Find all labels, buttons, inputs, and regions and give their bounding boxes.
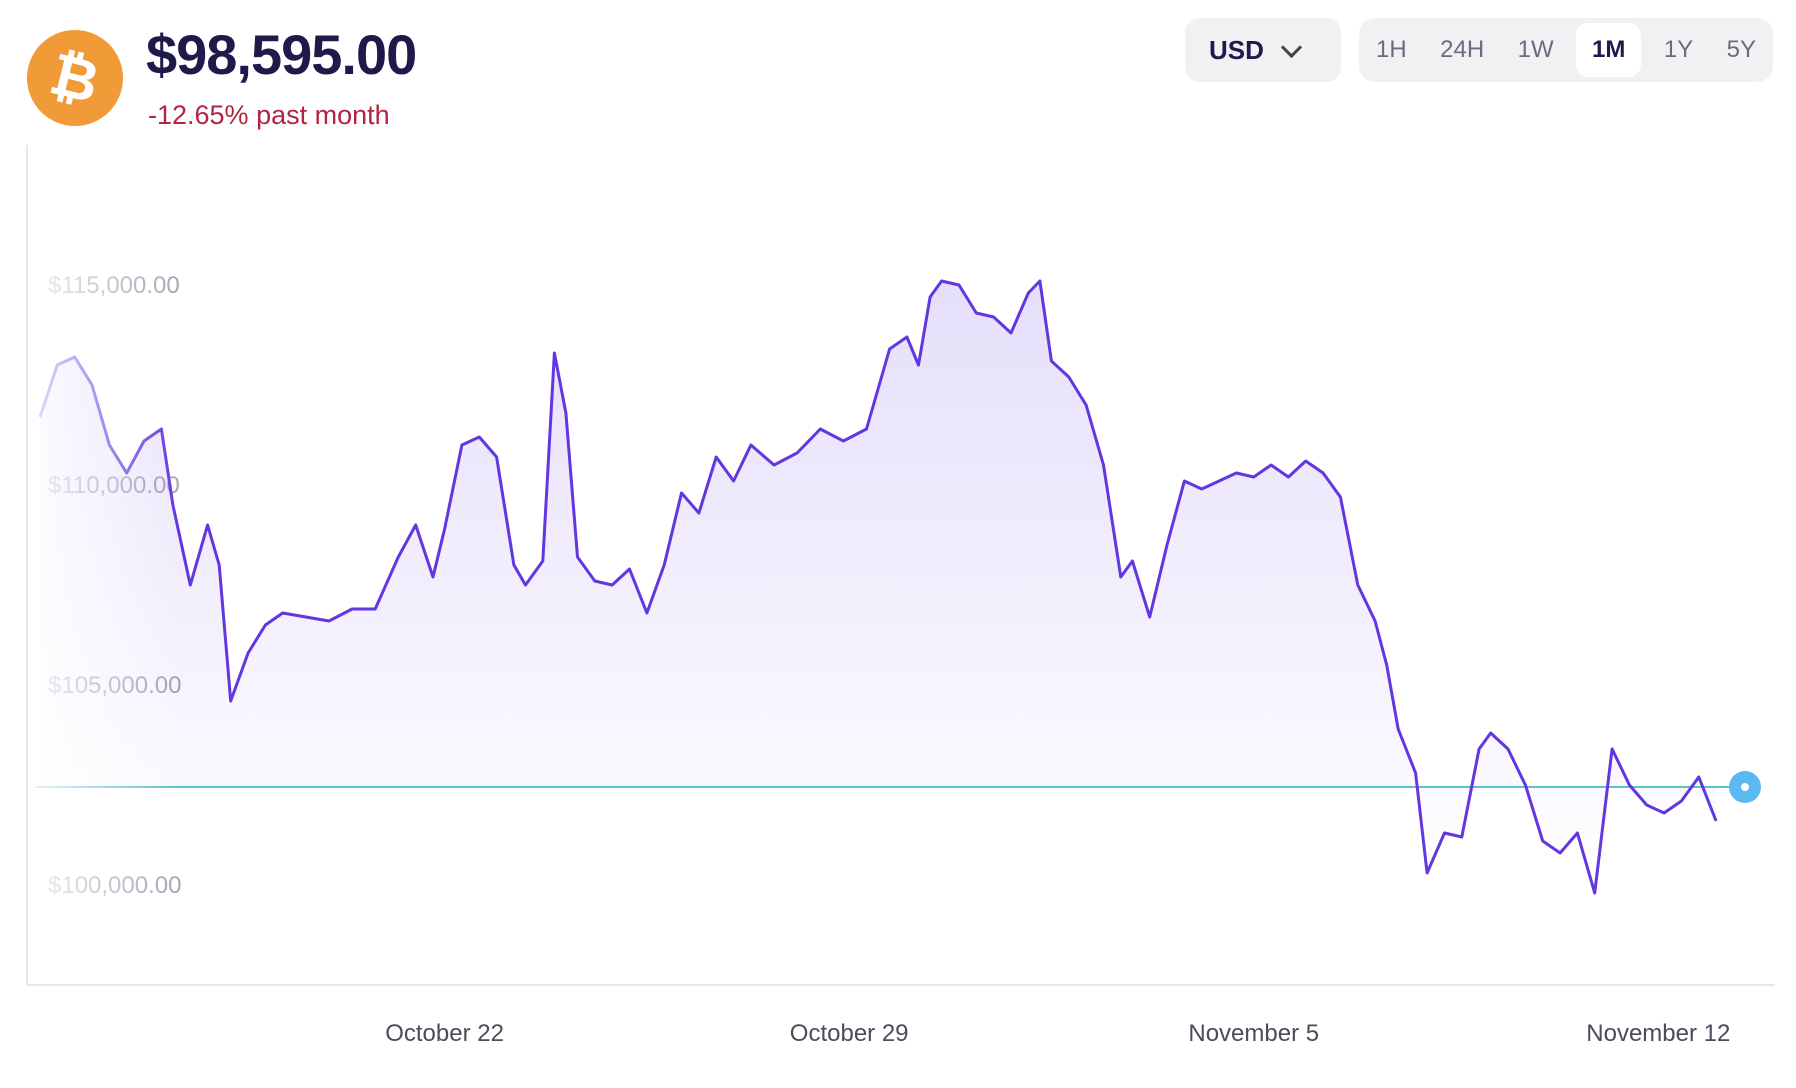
price-change: -12.65% past month	[148, 100, 390, 130]
range-tab-1h[interactable]: 1H	[1376, 36, 1407, 63]
left-fade-overlay	[30, 200, 180, 940]
range-tab-24h[interactable]: 24H	[1440, 36, 1485, 63]
range-tab-1w[interactable]: 1W	[1517, 36, 1554, 63]
time-range-selector: 1H 24H 1W 1M 1Y 5Y	[1359, 18, 1773, 82]
currency-selected-label: USD	[1209, 34, 1264, 65]
price-line	[38, 279, 1718, 895]
x-tick-label: October 29	[790, 1020, 909, 1047]
x-tick-label: October 22	[385, 1020, 504, 1047]
price-area-fill	[40, 281, 1717, 893]
x-tick-label: November 12	[1586, 1020, 1730, 1047]
range-tab-1m[interactable]: 1M	[1576, 23, 1642, 77]
bitcoin-icon: ₿	[27, 30, 123, 126]
range-tab-5y[interactable]: 5Y	[1726, 36, 1756, 63]
current-price-marker-dot	[1741, 783, 1749, 791]
currency-select[interactable]: USD	[1185, 18, 1341, 82]
range-tab-1y[interactable]: 1Y	[1663, 36, 1694, 63]
x-tick-label: November 5	[1188, 1020, 1319, 1047]
current-price: $98,595.00	[146, 23, 417, 86]
